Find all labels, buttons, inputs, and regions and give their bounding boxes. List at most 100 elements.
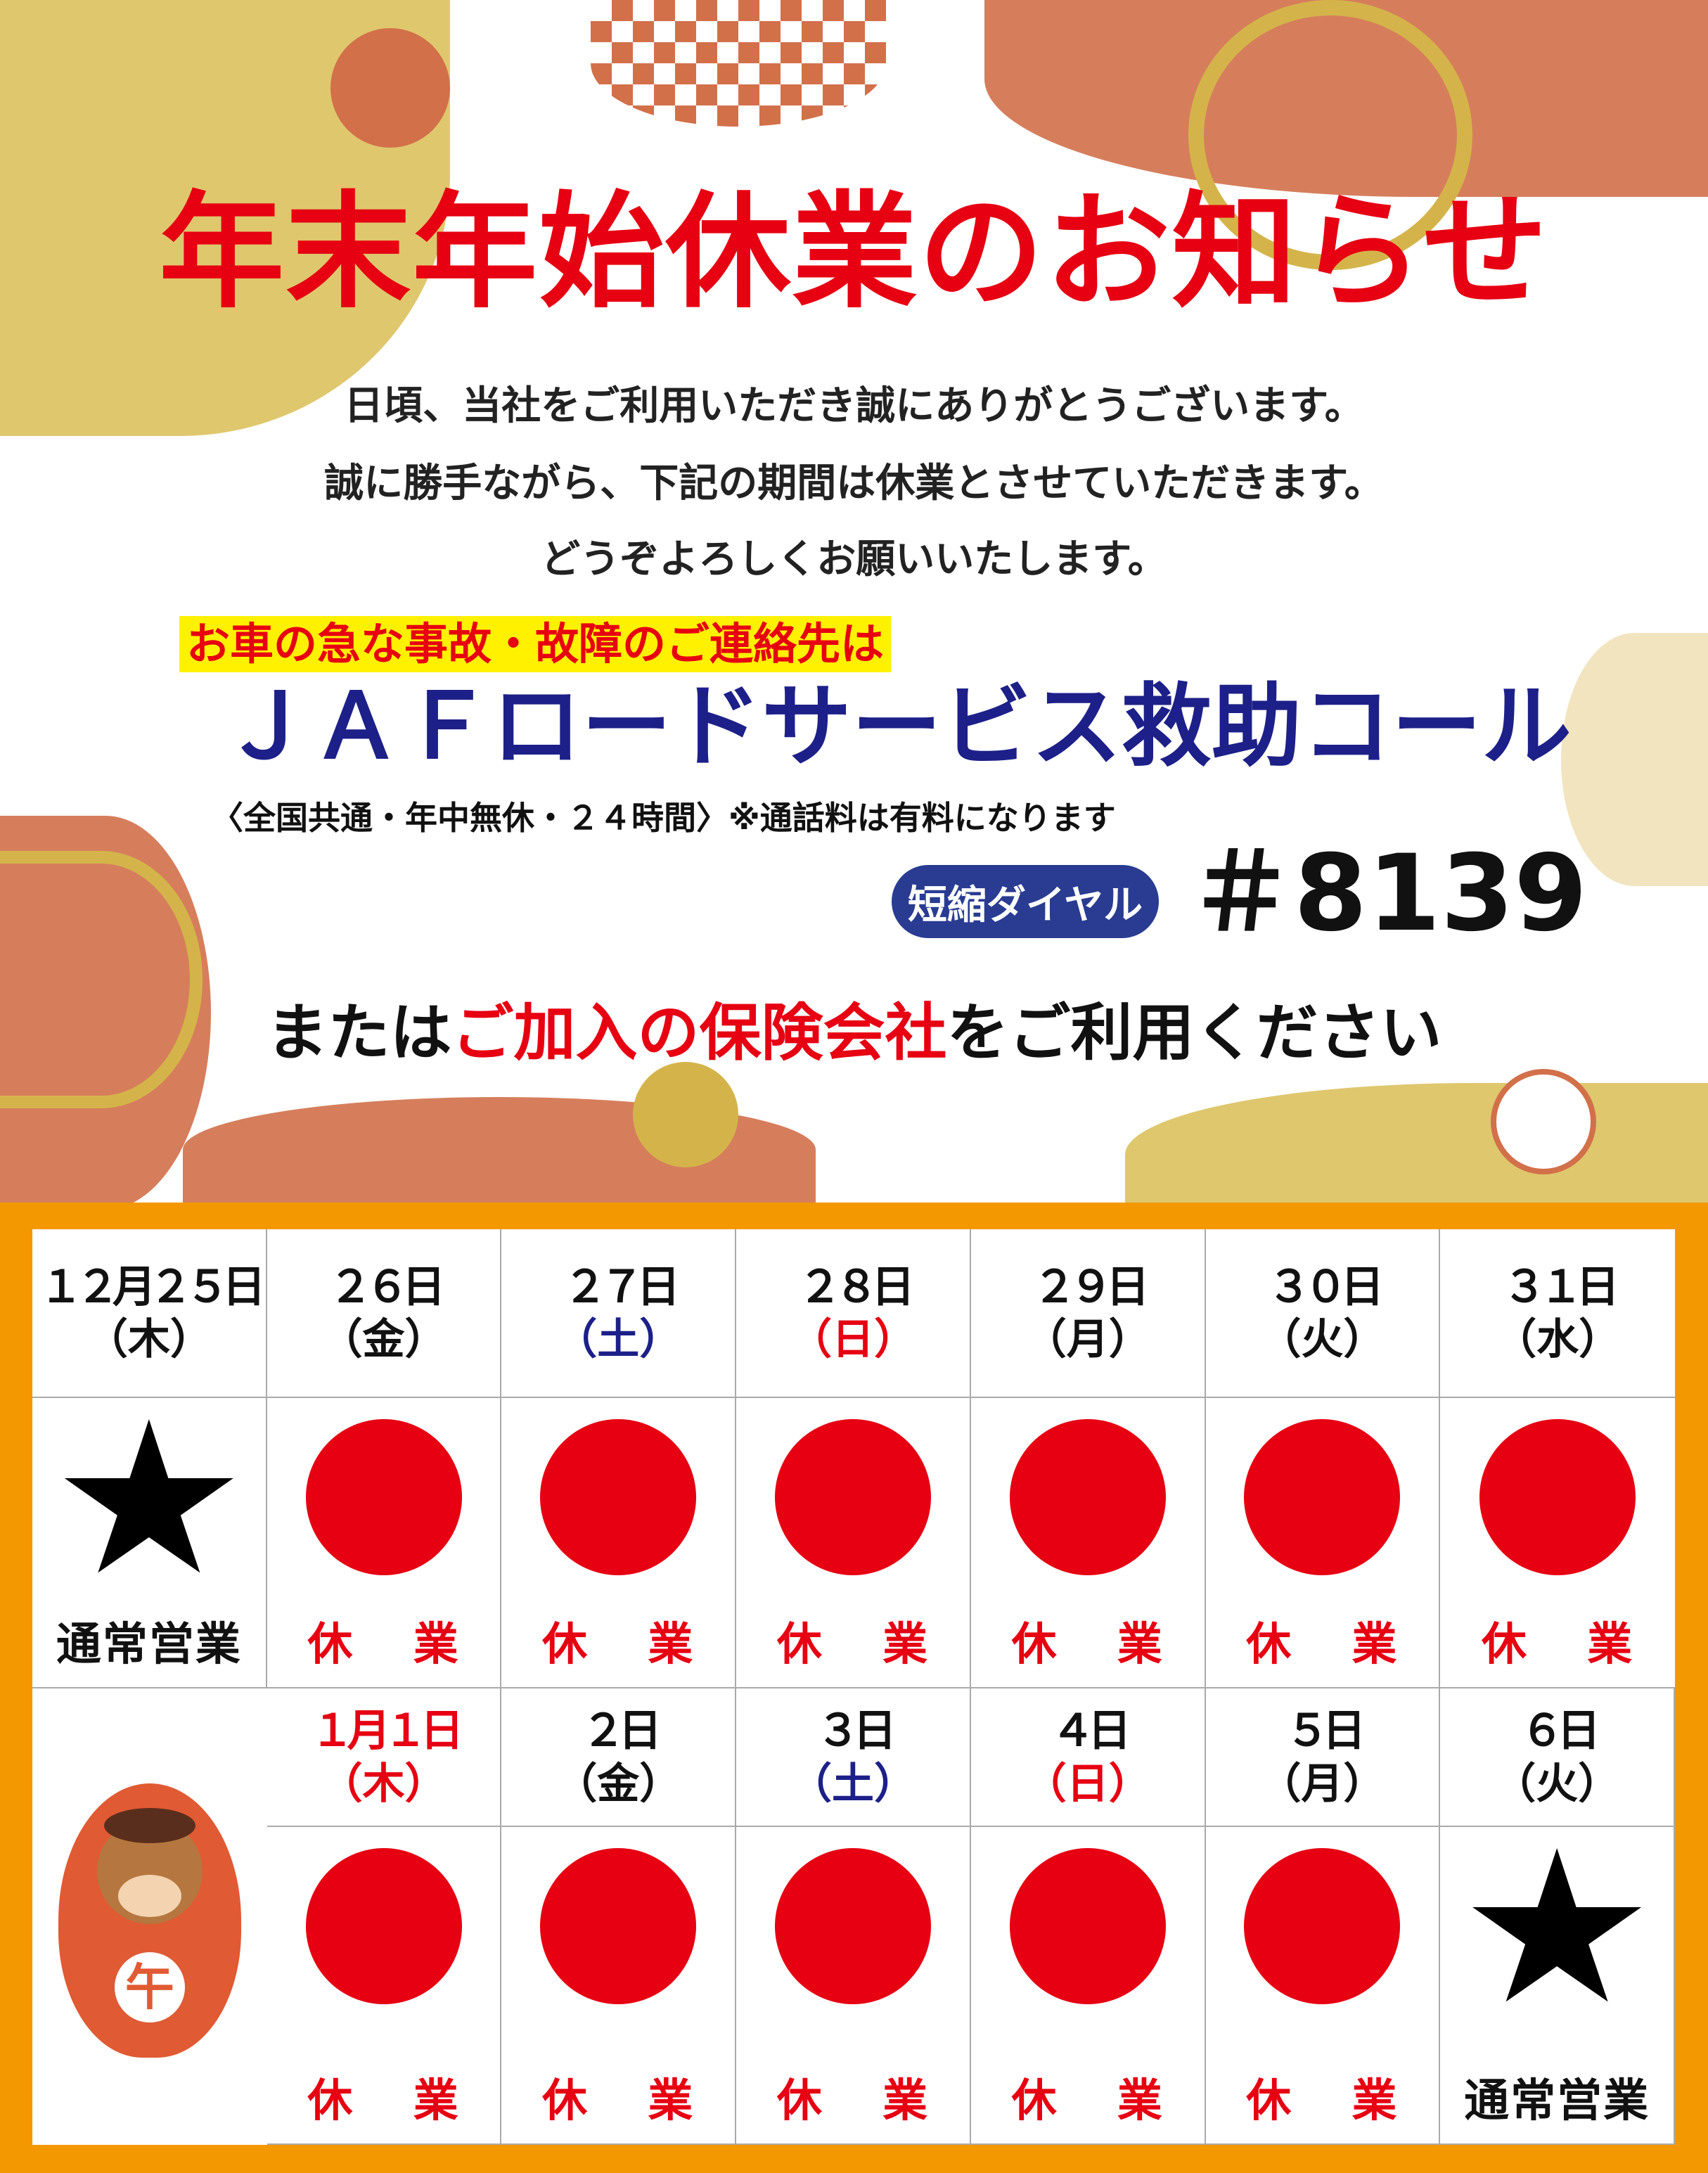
date-label: ６日 bbox=[1520, 1705, 1600, 1757]
closed-circle-icon bbox=[774, 1848, 931, 2004]
calendar-status-cell: 休 業 bbox=[970, 1398, 1206, 1688]
calendar-date-cell: ６日 （火） bbox=[1440, 1688, 1675, 1827]
weekday-label: （日） bbox=[1024, 1759, 1151, 1809]
date-label: ２８日 bbox=[797, 1260, 915, 1312]
status-label: 休 業 bbox=[307, 1619, 460, 1671]
jaf-service-name: ＪＡＦロードサービス救助コール bbox=[221, 674, 1572, 779]
emergency-contact-label: お車の急な事故・故障のご連絡先は bbox=[179, 616, 892, 673]
calendar-date-cell: ２日 （金） bbox=[501, 1688, 737, 1827]
calendar-date-cell: ２６日 （金） bbox=[267, 1229, 502, 1398]
page-title: 年末年始休業のお知らせ bbox=[159, 179, 1549, 325]
weekday-label: （火） bbox=[1259, 1315, 1386, 1365]
intro-line-1: 日頃、当社をご利用いただき誠にありがとうございます。 bbox=[344, 383, 1364, 429]
flower-decoration bbox=[1491, 1069, 1596, 1174]
status-label: 休 業 bbox=[1011, 2075, 1164, 2127]
calendar-status-cell: 休 業 bbox=[1205, 1827, 1441, 2145]
status-label: 休 業 bbox=[1482, 1619, 1634, 1671]
daruma-character: 午 bbox=[114, 1951, 185, 2023]
calendar-status-cell: 通常営業 bbox=[1440, 1827, 1675, 2145]
calendar-date-cell: １月１日 （木） bbox=[267, 1688, 502, 1827]
status-label: 休 業 bbox=[1246, 2075, 1399, 2127]
calendar-status-cell: 休 業 bbox=[970, 1827, 1206, 2145]
jaf-dial-number[interactable]: ＃8139 bbox=[1188, 833, 1588, 955]
date-label: ４日 bbox=[1051, 1705, 1131, 1757]
date-label: ２日 bbox=[582, 1705, 662, 1757]
date-label: ２９日 bbox=[1032, 1260, 1150, 1312]
insurance-note-pre: または bbox=[266, 996, 452, 1069]
gold-hill-decoration bbox=[1125, 1083, 1708, 1203]
weekday-label: （月） bbox=[1259, 1759, 1386, 1809]
date-label: ５日 bbox=[1285, 1705, 1366, 1757]
star-icon bbox=[1472, 1848, 1642, 2002]
flower-decoration bbox=[330, 28, 450, 148]
weekday-label: （金） bbox=[555, 1759, 682, 1809]
calendar-date-cell: ３１日 （水） bbox=[1440, 1229, 1675, 1398]
star-icon bbox=[64, 1419, 233, 1573]
weekday-label: （土） bbox=[789, 1759, 916, 1809]
calendar-status-cell: 休 業 bbox=[736, 1398, 971, 1688]
date-label: ３０日 bbox=[1267, 1260, 1384, 1312]
closed-circle-icon bbox=[305, 1419, 462, 1575]
weekday-label: （金） bbox=[320, 1315, 447, 1365]
intro-line-3: どうぞよろしくお願いいたします。 bbox=[541, 537, 1167, 582]
weekday-label: （日） bbox=[789, 1315, 916, 1365]
calendar-status-cell: 休 業 bbox=[736, 1827, 971, 2145]
weekday-label: （月） bbox=[1024, 1315, 1151, 1365]
closed-circle-icon bbox=[1244, 1419, 1401, 1575]
calendar-status-cell: 休 業 bbox=[267, 1398, 502, 1688]
calendar-status-cell: 通常営業 bbox=[32, 1398, 267, 1688]
horse-muzzle bbox=[117, 1874, 181, 1917]
weekday-label: （水） bbox=[1494, 1315, 1622, 1365]
flower-decoration bbox=[633, 1062, 738, 1167]
closed-circle-icon bbox=[1009, 1419, 1166, 1575]
closed-circle-icon bbox=[1479, 1419, 1636, 1575]
closed-circle-icon bbox=[1244, 1848, 1401, 2004]
closed-circle-icon bbox=[540, 1419, 697, 1575]
weekday-label: （火） bbox=[1494, 1759, 1621, 1809]
calendar-date-cell: １２月２５日 （木） bbox=[32, 1229, 267, 1398]
calendar-date-cell: ３日 （土） bbox=[736, 1688, 971, 1827]
closed-circle-icon bbox=[774, 1419, 931, 1575]
closed-circle-icon bbox=[1009, 1848, 1166, 2004]
status-label: 通常営業 bbox=[1464, 2075, 1650, 2127]
pattern-circle-decoration bbox=[1561, 633, 1708, 886]
status-label: 休 業 bbox=[776, 2075, 930, 2127]
calendar-status-cell: 休 業 bbox=[267, 1827, 502, 2145]
date-label: ２７日 bbox=[563, 1260, 680, 1312]
calendar-date-cell: ２７日 （土） bbox=[501, 1229, 737, 1398]
calendar-status-cell: 休 業 bbox=[1440, 1398, 1675, 1688]
insurance-note-highlight: ご加入の保険会社 bbox=[451, 996, 947, 1069]
date-label: ２６日 bbox=[328, 1260, 446, 1312]
weekday-label: （木） bbox=[320, 1759, 447, 1809]
calendar-date-cell: ２９日 （月） bbox=[970, 1229, 1206, 1398]
calendar-status-cell: 休 業 bbox=[1205, 1398, 1441, 1688]
date-label: １月１日 bbox=[310, 1705, 464, 1757]
calendar-date-cell: ３０日 （火） bbox=[1205, 1229, 1441, 1398]
date-label: １２月２５日 bbox=[39, 1260, 266, 1312]
weekday-label: （土） bbox=[555, 1315, 682, 1365]
calendar-date-cell: ２８日 （日） bbox=[736, 1229, 971, 1398]
insurance-note: またはご加入の保険会社をご利用ください bbox=[0, 1002, 1708, 1064]
checker-circle-decoration bbox=[591, 0, 886, 127]
status-label: 休 業 bbox=[307, 2075, 460, 2127]
status-label: 休 業 bbox=[1011, 1619, 1164, 1671]
status-label: 休 業 bbox=[1246, 1619, 1399, 1671]
insurance-note-post: をご利用ください bbox=[946, 996, 1442, 1069]
status-label: 通常営業 bbox=[56, 1619, 242, 1671]
calendar-status-cell: 休 業 bbox=[501, 1398, 737, 1688]
calendar-status-cell: 休 業 bbox=[501, 1827, 737, 2145]
status-label: 休 業 bbox=[542, 2075, 695, 2127]
intro-line-2: 誠に勝手ながら、下記の期間は休業とさせていただきます。 bbox=[324, 461, 1384, 506]
weekday-label: （木） bbox=[85, 1315, 212, 1365]
status-label: 休 業 bbox=[776, 1619, 930, 1671]
calendar-date-cell: ５日 （月） bbox=[1205, 1688, 1441, 1827]
closed-circle-icon bbox=[305, 1848, 462, 2004]
holiday-calendar: １２月２５日 （木） ２６日 （金） ２７日 （土） ２８日 （日） ２９日 （月） ３０日 （火） ３… bbox=[32, 1229, 1675, 2145]
jaf-service-note: 〈全国共通・年中無休・２４時間〉※通話料は有料になります bbox=[211, 799, 1116, 837]
horse-mane bbox=[103, 1807, 195, 1843]
date-label: ３１日 bbox=[1503, 1260, 1619, 1312]
daruma-cell: 午 bbox=[32, 1688, 267, 2145]
gold-ring-decoration-left bbox=[0, 851, 203, 1108]
date-label: ３日 bbox=[816, 1705, 897, 1757]
horse-daruma-illustration: 午 bbox=[37, 1769, 262, 2065]
